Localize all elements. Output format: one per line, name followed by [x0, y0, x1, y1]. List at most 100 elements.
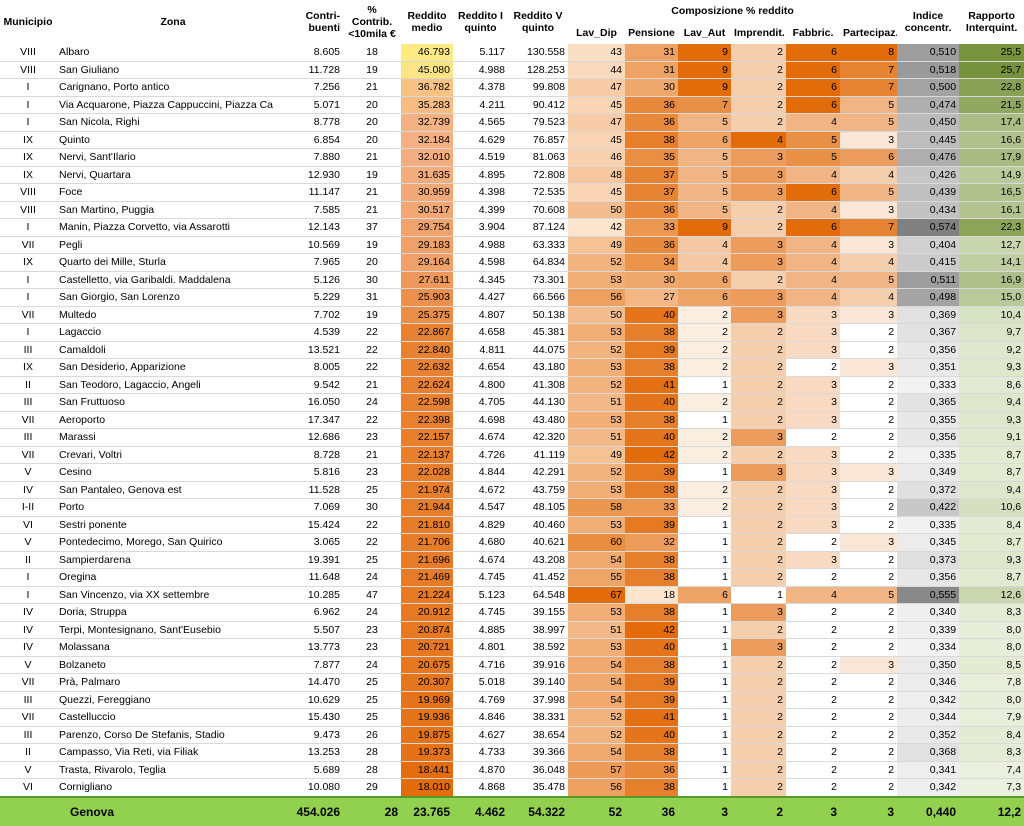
cell-pensione: 33 — [625, 218, 678, 236]
cell-indice: 0,335 — [897, 446, 960, 464]
cell-lav-aut: 1 — [678, 551, 731, 569]
cell-partecipaz: 7 — [840, 78, 898, 96]
cell-lav-aut: 9 — [678, 61, 731, 79]
cell-municipio: IX — [23, 133, 33, 146]
table-row: IV San Pantaleo, Genova est 11.528 25 21.974… — [0, 481, 1024, 499]
cell-fabbric: 4 — [786, 166, 840, 184]
cell-reddito-i: 4.726 — [478, 448, 505, 461]
cell-municipio: VII — [21, 676, 35, 688]
cell-reddito-v: 81.063 — [532, 151, 565, 163]
cell-lav-dip: 49 — [568, 446, 625, 464]
cell-lav-aut: 7 — [678, 96, 731, 114]
cell-pensione: 39 — [625, 463, 678, 481]
cell-reddito-medio: 30.959 — [401, 183, 453, 201]
cell-zona: Porto — [59, 501, 85, 513]
cell-partecipaz: 2 — [840, 376, 898, 394]
cell-contrib10: 23 — [366, 641, 378, 653]
cell-reddito-i: 4.565 — [478, 116, 505, 128]
table-row: III Marassi 12.686 23 22.157 4.674 42.320 51 40 2… — [0, 428, 1024, 446]
cell-reddito-v: 64.834 — [532, 256, 565, 268]
cell-reddito-i: 4.801 — [478, 641, 505, 653]
cell-zona: Campasso, Via Reti, via Filiak — [59, 746, 199, 758]
cell-rapporto: 8,6 — [959, 376, 1024, 394]
cell-contrib10: 29 — [366, 781, 378, 793]
cell-rapporto: 15,0 — [959, 288, 1024, 306]
cell-partecipaz: 2 — [840, 498, 898, 516]
cell-reddito-i: 4.547 — [478, 501, 505, 513]
cell-partecipaz: 5 — [840, 183, 898, 201]
cell-lav-dip: 53 — [568, 516, 625, 534]
cell-reddito-v: 41.308 — [532, 378, 565, 391]
cell-reddito-i: 4.629 — [478, 133, 505, 146]
cell-rapporto: 8,4 — [959, 516, 1024, 534]
cell-rapporto: 14,1 — [959, 253, 1024, 271]
header-pensione: Pensione — [628, 27, 675, 39]
cell-rapporto: 14,9 — [959, 166, 1024, 184]
cell-reddito-medio: 19.373 — [401, 743, 453, 761]
cell-partecipaz: 4 — [840, 288, 898, 306]
cell-rapporto: 16,1 — [959, 201, 1024, 219]
table-row: I Carignano, Porto antico 7.256 21 36.782 4.3… — [0, 78, 1024, 96]
cell-imprendit: 2 — [731, 44, 786, 61]
cell-reddito-medio: 45.080 — [401, 61, 453, 79]
cell-reddito-medio: 20.307 — [401, 673, 453, 691]
cell-rapporto: 8,3 — [959, 743, 1024, 761]
cell-reddito-i: 5.117 — [479, 46, 506, 58]
cell-zona: Carignano, Porto antico — [59, 81, 170, 93]
cell-pensione: 42 — [625, 621, 678, 639]
cell-pensione: 18 — [625, 586, 678, 604]
cell-zona: Quezzi, Fereggiano — [59, 693, 151, 706]
cell-lav-aut: 5 — [678, 201, 731, 219]
cell-indice: 0,518 — [897, 61, 960, 79]
cell-imprendit: 2 — [731, 341, 786, 359]
cell-imprendit: 2 — [731, 708, 786, 726]
header-row-top: Municipio Zona Contri- buenti % Contrib.… — [0, 0, 1024, 40]
cell-reddito-i: 4.988 — [478, 63, 505, 76]
cell-pensione: 38 — [625, 551, 678, 569]
cell-contrib10: 25 — [366, 693, 378, 706]
cell-rapporto: 17,4 — [959, 113, 1024, 131]
cell-indice: 0,510 — [897, 44, 960, 61]
cell-contrib10: 30 — [366, 273, 378, 286]
cell-lav-dip: 54 — [568, 673, 625, 691]
cell-fabbric: 2 — [786, 708, 840, 726]
cell-contribuenti: 7.256 — [313, 81, 340, 93]
header-indice: Indice concentr. — [904, 10, 952, 34]
cell-contribuenti: 15.424 — [307, 518, 340, 531]
total-cell-lav-aut: 3 — [678, 795, 731, 826]
table-row: VIII San Giuliano 11.728 19 45.080 4.988 128.2… — [0, 61, 1024, 79]
cell-municipio: VII — [21, 413, 35, 426]
cell-contribuenti: 13.521 — [307, 343, 340, 356]
cell-fabbric: 4 — [786, 253, 840, 271]
total-cell-partecipaz: 3 — [840, 795, 898, 826]
cell-reddito-i: 4.885 — [478, 623, 505, 636]
cell-reddito-i: 4.846 — [478, 711, 505, 723]
cell-lav-dip: 52 — [568, 253, 625, 271]
cell-municipio: VIII — [20, 203, 36, 216]
cell-zona: Via Acquarone, Piazza Cappuccini, Piazza… — [59, 98, 274, 111]
cell-rapporto: 8,5 — [959, 656, 1024, 674]
cell-fabbric: 2 — [786, 761, 840, 779]
cell-indice: 0,368 — [897, 743, 960, 761]
cell-lav-aut: 1 — [678, 603, 731, 621]
cell-reddito-v: 40.621 — [532, 536, 565, 548]
cell-rapporto: 12,6 — [959, 586, 1024, 604]
header-composizione: Composizione % reddito — [671, 5, 794, 17]
cell-reddito-i: 4.716 — [478, 658, 505, 671]
cell-fabbric: 3 — [786, 446, 840, 464]
cell-reddito-v: 43.480 — [532, 413, 565, 426]
cell-contrib10: 23 — [366, 431, 378, 443]
total-cell-zona: Genova — [56, 795, 290, 826]
header-fabbric: Fabbric. — [792, 27, 834, 39]
cell-indice: 0,342 — [897, 691, 960, 709]
cell-contrib10: 22 — [366, 361, 378, 373]
cell-fabbric: 2 — [786, 533, 840, 551]
cell-lav-dip: 43 — [568, 44, 625, 61]
header-reddito-i: Reddito I quinto — [458, 10, 503, 34]
cell-rapporto: 7,3 — [959, 778, 1024, 797]
cell-lav-aut: 2 — [678, 428, 731, 446]
table-row: V Pontedecimo, Morego, San Quirico 3.065 22… — [0, 533, 1024, 551]
cell-pensione: 40 — [625, 306, 678, 324]
cell-fabbric: 3 — [786, 516, 840, 534]
table-row: VII Pegli 10.569 19 29.183 4.988 63.333 49 36 4 3 4… — [0, 236, 1024, 254]
